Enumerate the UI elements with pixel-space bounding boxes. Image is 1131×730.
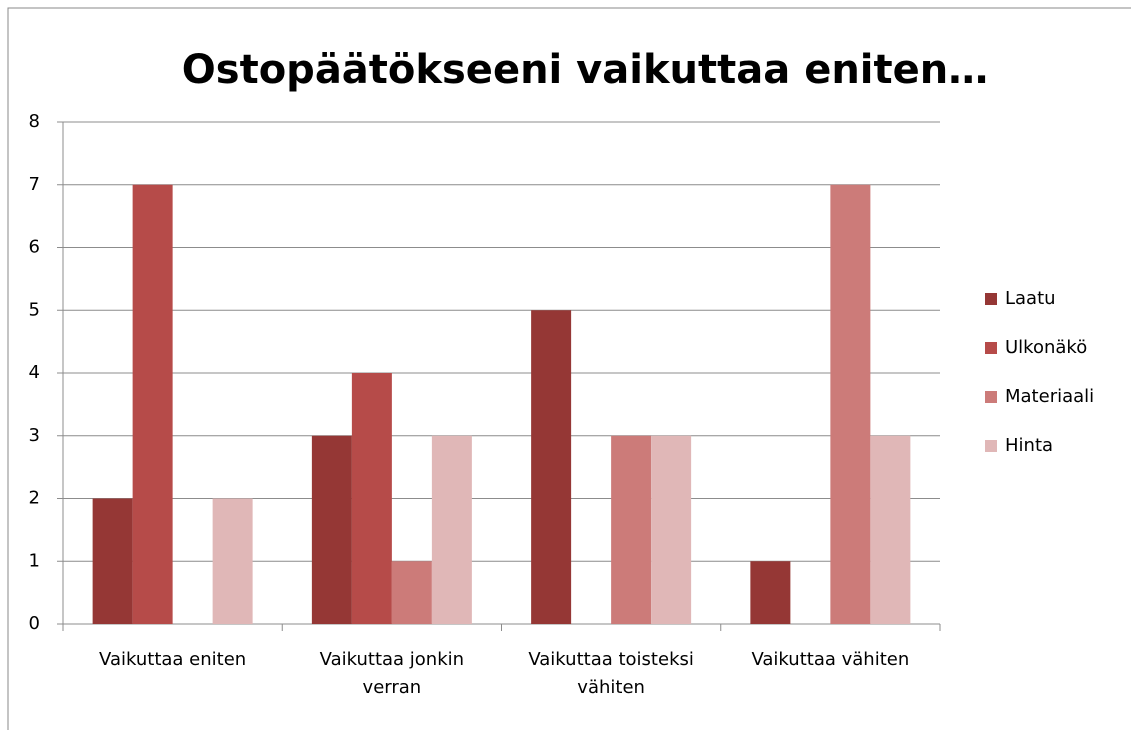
y-tick-label: 5 <box>29 299 40 320</box>
bar <box>92 498 133 624</box>
legend-label: Materiaali <box>1005 386 1094 407</box>
y-tick-label: 1 <box>29 550 40 571</box>
bar <box>351 373 392 624</box>
bar <box>750 561 791 624</box>
bar <box>830 184 871 624</box>
bar <box>311 435 352 624</box>
x-tick-label: Vaikuttaa eniten <box>99 649 247 670</box>
y-tick-label: 6 <box>29 237 40 258</box>
y-tick-label: 7 <box>29 174 40 195</box>
legend-swatch <box>985 391 997 403</box>
legend-swatch <box>985 342 997 354</box>
legend-label: Laatu <box>1005 288 1056 309</box>
y-tick-label: 8 <box>29 111 40 132</box>
bar <box>132 184 173 624</box>
bar <box>212 498 253 624</box>
legend-label: Hinta <box>1005 435 1053 456</box>
y-tick-label: 2 <box>29 488 40 509</box>
legend-label: Ulkonäkö <box>1005 337 1087 358</box>
bar <box>531 310 572 624</box>
bar <box>391 561 432 624</box>
y-tick-label: 3 <box>29 425 40 446</box>
x-tick-label: Vaikuttaa jonkin verran <box>319 649 465 698</box>
chart-border <box>7 7 1131 730</box>
x-tick-label: Vaikuttaa toisteksi vähiten <box>528 649 694 698</box>
chart-title: Ostopäätökseeni vaikuttaa eniten… <box>182 47 988 93</box>
legend-swatch <box>985 293 997 305</box>
bar <box>611 435 652 624</box>
bar <box>651 435 692 624</box>
legend-swatch <box>985 440 997 452</box>
x-tick-label: Vaikuttaa vähiten <box>751 649 910 670</box>
bar <box>870 435 911 624</box>
y-tick-label: 0 <box>29 613 40 634</box>
bar <box>431 435 472 624</box>
y-tick-label: 4 <box>29 362 40 383</box>
